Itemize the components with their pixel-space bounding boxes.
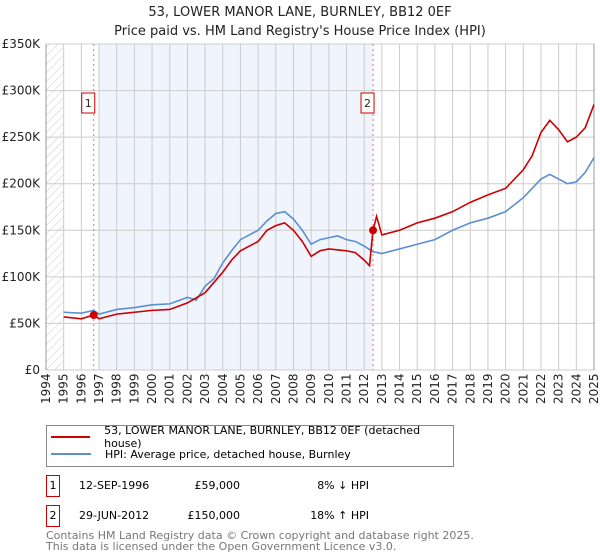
x-tick-label: 2008 (286, 373, 300, 404)
y-tick-label: £100K (2, 270, 42, 284)
x-tick-label: 2025 (587, 373, 600, 404)
x-tick-label: 1996 (74, 373, 88, 404)
y-tick-label: £0 (25, 363, 40, 377)
sale-point (369, 226, 378, 235)
sale-date: 12-SEP-1996 (79, 479, 150, 492)
x-tick-label: 2002 (180, 373, 194, 404)
chart-title: 53, LOWER MANOR LANE, BURNLEY, BB12 0EF (148, 5, 452, 20)
x-tick-label: 2010 (322, 373, 336, 404)
x-tick-label: 2019 (481, 373, 495, 404)
sale-marker-label: 1 (85, 97, 92, 110)
sale-marker-box (81, 92, 96, 114)
y-tick-label: £350K (2, 37, 42, 51)
x-tick-label: 2003 (198, 373, 212, 404)
x-tick-label: 1994 (39, 373, 53, 404)
footer: Contains HM Land Registry data © Crown c… (46, 530, 474, 552)
sale-row-2: 2 29-JUN-2012 £150,000 18% ↑ HPI (46, 505, 446, 527)
y-tick-label: £150K (2, 223, 42, 237)
x-tick-label: 1997 (92, 373, 106, 404)
x-tick-label: 2013 (375, 373, 389, 404)
y-tick-label: £250K (2, 130, 42, 144)
x-tick-label: 2015 (410, 373, 424, 404)
sale-marker-label: 2 (364, 97, 371, 110)
x-tick-label: 2016 (428, 373, 442, 404)
x-tick-label: 2014 (393, 373, 407, 404)
x-tick-label: 2020 (499, 373, 513, 404)
footer-line-2: This data is licensed under the Open Gov… (46, 540, 397, 553)
x-tick-label: 2022 (534, 373, 548, 404)
hpi-line (63, 157, 595, 315)
legend-line-property (51, 436, 91, 438)
sale-date: 29-JUN-2012 (79, 509, 150, 522)
sale-badge: 2 (46, 505, 60, 527)
sale-hpi-diff: 18% ↑ HPI (310, 509, 369, 522)
x-tick-label: 2004 (216, 373, 230, 404)
sale-point (89, 311, 98, 320)
x-tick-label: 2021 (516, 373, 530, 404)
legend: 53, LOWER MANOR LANE, BURNLEY, BB12 0EF … (46, 424, 454, 467)
x-tick-label: 1995 (57, 373, 71, 404)
sale-price: £59,000 (194, 479, 241, 492)
property-price-line (63, 104, 595, 320)
x-tick-label: 2011 (340, 373, 354, 404)
x-tick-label: 2005 (233, 373, 247, 404)
x-tick-label: 2017 (446, 373, 460, 404)
sale-badge: 1 (46, 475, 60, 497)
legend-label-hpi: HPI: Average price, detached house, Burn… (105, 447, 351, 461)
x-tick-label: 2007 (269, 373, 283, 404)
x-tick-label: 2001 (163, 373, 177, 404)
x-tick-label: 1998 (110, 373, 124, 404)
price-chart: 1994 1995 1996 1997 1998 1999 2000 2001 2002 2003… (2, 37, 600, 404)
sale-marker-box (360, 92, 375, 114)
no-data-region (46, 44, 64, 370)
x-tick-label: 2023 (552, 373, 566, 404)
x-tick-label: 2000 (145, 373, 159, 404)
y-tick-label: £300K (2, 84, 42, 98)
sale-price: £150,000 (187, 509, 241, 522)
footer-line-1: Contains HM Land Registry data © Crown c… (46, 529, 474, 542)
y-tick-label: £200K (2, 177, 42, 191)
legend-line-hpi (51, 453, 91, 455)
legend-label-property: 53, LOWER MANOR LANE, BURNLEY, BB12 0EF … (104, 424, 421, 450)
ownership-shading (99, 44, 374, 370)
y-tick-label: £50K (9, 316, 41, 330)
sale-row-1: 1 12-SEP-1996 £59,000 8% ↓ HPI (46, 475, 446, 497)
x-tick-label: 2006 (251, 373, 265, 404)
x-tick-label: 2018 (463, 373, 477, 404)
x-tick-label: 1999 (127, 373, 141, 404)
x-tick-label: 2024 (569, 373, 583, 404)
sale-hpi-diff: 8% ↓ HPI (317, 479, 369, 492)
x-tick-label: 2009 (304, 373, 318, 404)
chart-subtitle: Price paid vs. HM Land Registry's House … (114, 24, 486, 39)
x-tick-label: 2012 (357, 373, 371, 404)
